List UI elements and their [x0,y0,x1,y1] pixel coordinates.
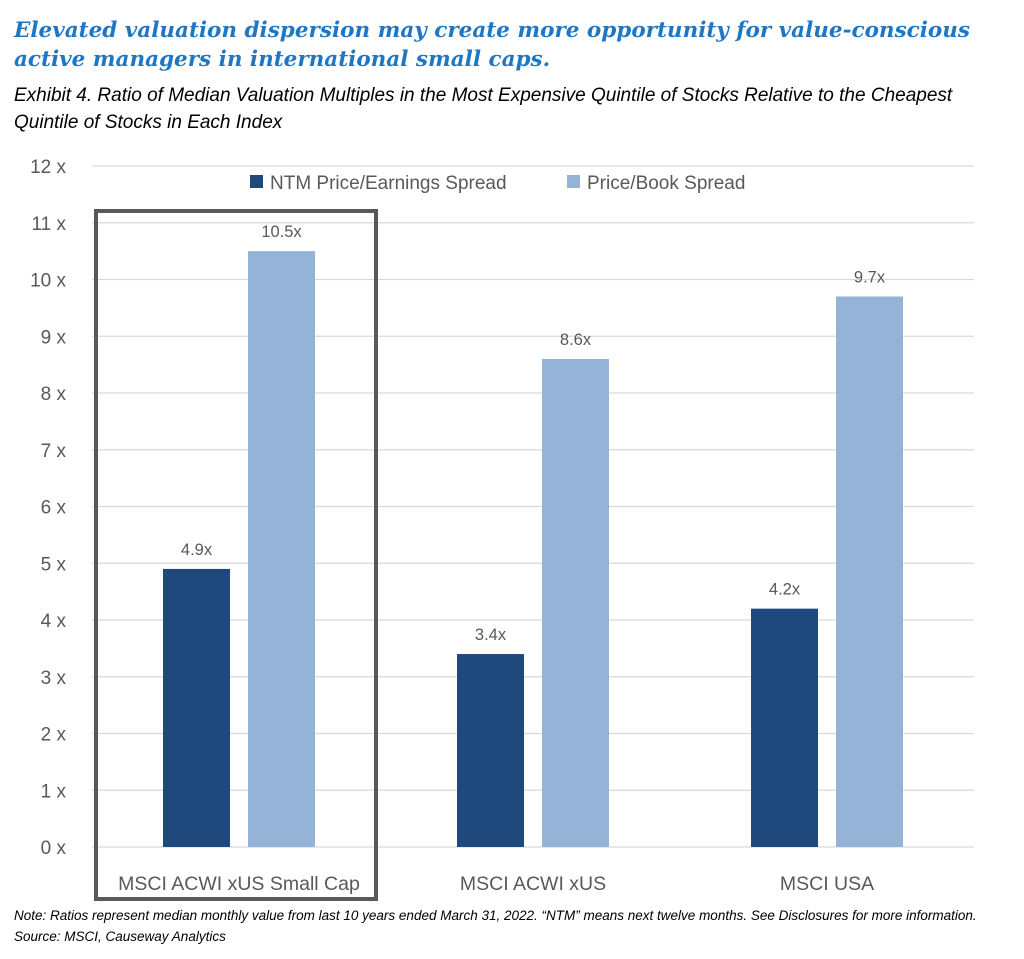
data-label: 10.5x [261,223,302,241]
y-tick-label: 10 x [30,271,66,292]
y-tick-label: 11 x [31,214,66,235]
data-label: 4.9x [181,541,213,559]
legend-swatch [567,175,580,188]
bar-pb-1 [542,358,609,847]
bar-pe-1 [457,654,524,847]
data-label: 9.7x [854,269,886,287]
data-label: 4.2x [769,581,801,599]
footnote: Note: Ratios represent median monthly va… [14,908,977,944]
y-gridlines [92,165,974,848]
exhibit-title: Exhibit 4. Ratio of Median Valuation Mul… [14,85,953,133]
headline: Elevated valuation dispersion may create… [14,18,971,72]
y-tick-label: 3 x [41,668,67,689]
bar-pb-2 [836,296,903,847]
y-tick-label: 5 x [41,554,67,575]
y-tick-label: 12 x [30,157,66,178]
data-label: 3.4x [475,626,507,644]
y-tick-label: 8 x [41,384,67,405]
x-category-label: MSCI ACWI xUS [460,873,606,895]
x-category-labels: MSCI ACWI xUS Small Cap MSCI ACWI xUS MSCI… [118,873,874,895]
y-tick-labels: 0 x 1 x 2 x 3 x 4 x 5 x 6 x 7 x 8 x 9 x 10 x 11 x 12… [30,157,66,859]
y-tick-label: 6 x [41,498,67,519]
y-tick-label: 0 x [41,838,67,859]
x-category-label: MSCI ACWI xUS Small Cap [118,873,360,895]
bar-chart: 0 x 1 x 2 x 3 x 4 x 5 x 6 x 7 x 8 x 9 x 10 x 11 x 12… [30,157,974,901]
legend-label: NTM Price/Earnings Spread [270,173,507,194]
x-category-label: MSCI USA [780,873,874,895]
bar-pe-2 [751,608,818,847]
y-tick-label: 4 x [41,611,67,632]
bar-pb-0 [248,251,315,847]
y-tick-label: 9 x [41,327,67,348]
data-labels: 4.9x 10.5x 3.4x 8.6x 4.2x 9.7x [181,223,886,644]
y-tick-label: 1 x [41,781,67,802]
y-tick-label: 7 x [41,441,67,462]
bar-pe-0 [163,568,230,847]
highlight-box [94,209,378,901]
y-tick-label: 2 x [41,725,67,746]
bars [163,251,903,847]
data-label: 8.6x [560,331,592,349]
legend-swatch [250,175,263,188]
legend-label: Price/Book Spread [587,173,745,194]
legend: NTM Price/Earnings Spread Price/Book Spre… [250,173,745,194]
